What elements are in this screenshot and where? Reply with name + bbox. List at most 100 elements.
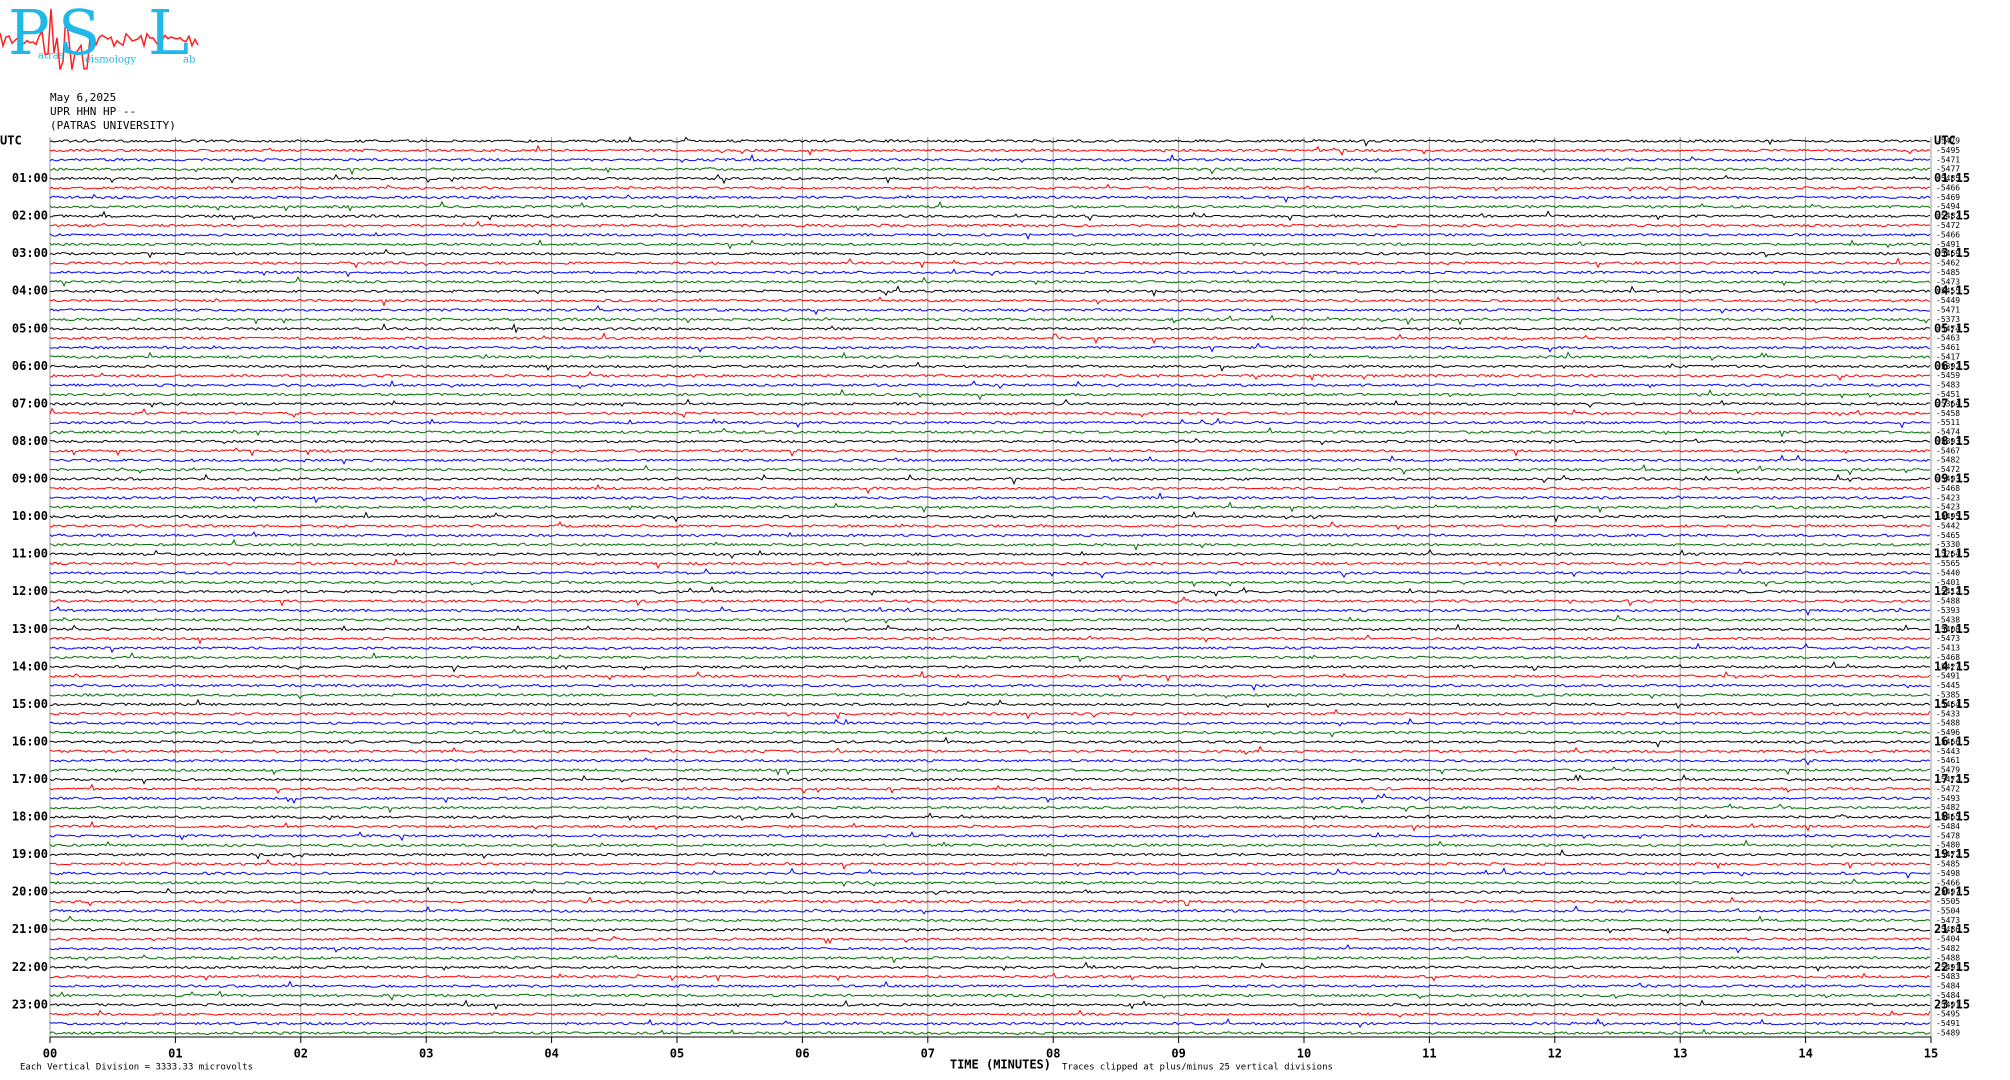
- trace-offset: -5484: [1936, 822, 1960, 831]
- x-tick-label: 07: [921, 1047, 935, 1061]
- trace: [49, 398, 1931, 409]
- trace-offset: -5504: [1936, 906, 1960, 915]
- trace: [49, 812, 1931, 822]
- trace-offset: -5466: [1936, 230, 1960, 239]
- x-tick-label: 10: [1297, 1047, 1311, 1061]
- trace-offset: -5484: [1936, 982, 1960, 991]
- trace: [49, 783, 1931, 795]
- quarter-label: 15:15: [1934, 697, 1970, 711]
- x-tick-label: 11: [1422, 1047, 1436, 1061]
- hour-label: 04:00: [12, 284, 48, 298]
- trace-offset: -5462: [1936, 259, 1960, 268]
- trace-offset: -5472: [1936, 221, 1960, 230]
- quarter-label: 21:15: [1934, 922, 1970, 936]
- x-tick-label: 12: [1548, 1047, 1562, 1061]
- trace-offset: -5482: [1936, 212, 1960, 221]
- trace-offset: -5473: [1936, 277, 1960, 286]
- trace-offset: -5471: [1936, 155, 1960, 164]
- trace: [49, 944, 1931, 954]
- trace-offset: -5393: [1936, 437, 1960, 446]
- hour-label: 12:00: [12, 584, 48, 598]
- quarter-label: 11:15: [1934, 547, 1970, 561]
- trace-offset: -5461: [1936, 343, 1960, 352]
- trace: [49, 454, 1931, 465]
- trace: [49, 361, 1931, 372]
- hour-label: 13:00: [12, 622, 48, 636]
- trace: [49, 285, 1931, 298]
- trace: [49, 447, 1931, 457]
- trace: [49, 961, 1931, 973]
- hour-label: 11:00: [12, 547, 48, 561]
- trace-offset: -5486: [1936, 925, 1960, 934]
- trace: [49, 990, 1931, 1002]
- trace-offset: -5373: [1936, 315, 1960, 324]
- trace: [49, 660, 1931, 673]
- trace: [49, 166, 1931, 176]
- trace-offset: -5479: [1936, 137, 1960, 146]
- trace-offset: -5417: [1936, 352, 1960, 361]
- trace-offset: -5493: [1936, 794, 1960, 803]
- trace-offset: -5474: [1936, 324, 1960, 333]
- hour-label: 09:00: [12, 472, 48, 486]
- trace: [49, 634, 1931, 645]
- trace: [49, 774, 1931, 785]
- x-tick-label: 00: [43, 1047, 57, 1061]
- hour-label: 06:00: [12, 359, 48, 373]
- trace-offset: -5449: [1936, 296, 1960, 305]
- trace: [49, 803, 1931, 814]
- trace: [49, 905, 1931, 915]
- trace-offset: -5461: [1936, 756, 1960, 765]
- trace-offset: -5485: [1936, 268, 1960, 277]
- trace: [49, 521, 1931, 531]
- trace-offset: -5474: [1936, 428, 1960, 437]
- quarter-label: 07:15: [1934, 396, 1970, 410]
- trace: [49, 558, 1931, 570]
- x-tick-label: 06: [795, 1047, 809, 1061]
- trace-offset: -5364: [1936, 399, 1960, 408]
- trace: [49, 193, 1931, 204]
- trace-offset: -5408: [1936, 625, 1960, 634]
- trace-offset: -5466: [1936, 737, 1960, 746]
- trace: [49, 585, 1931, 597]
- x-tick-label: 14: [1798, 1047, 1812, 1061]
- trace-offset: -5468: [1936, 484, 1960, 493]
- x-tick-label: 03: [419, 1047, 433, 1061]
- trace: [49, 606, 1931, 617]
- trace: [49, 492, 1931, 504]
- trace-offset: -5469: [1936, 193, 1960, 202]
- trace-offset: -5330: [1936, 540, 1960, 549]
- trace: [50, 371, 1931, 382]
- trace: [49, 614, 1931, 624]
- trace-offset: -5445: [1936, 681, 1960, 690]
- trace: [49, 200, 1931, 212]
- trace: [49, 698, 1931, 710]
- trace-offset: -5427: [1936, 662, 1960, 671]
- trace-offset: -5505: [1936, 897, 1960, 906]
- trace: [49, 248, 1931, 259]
- footnote-right: Traces clipped at plus/minus 25 vertical…: [1062, 1063, 1333, 1073]
- trace: [49, 144, 1931, 157]
- trace-offset: -5473: [1936, 634, 1960, 643]
- x-tick-label: 08: [1046, 1047, 1060, 1061]
- trace-offset: -5472: [1936, 850, 1960, 859]
- quarter-label: 20:15: [1934, 885, 1970, 899]
- trace: [49, 896, 1931, 907]
- trace-offset: -5477: [1936, 165, 1960, 174]
- logo-letter: P: [8, 0, 50, 69]
- trace-offset: -5440: [1936, 568, 1960, 577]
- trace-offset: -5385: [1936, 690, 1960, 699]
- trace: [49, 820, 1931, 832]
- trace-offset: -5511: [1936, 418, 1960, 427]
- trace: [49, 651, 1931, 663]
- hour-label: 17:00: [12, 772, 48, 786]
- quarter-label: 10:15: [1934, 509, 1970, 523]
- header-line: (PATRAS UNIVERSITY): [50, 119, 176, 132]
- trace: [49, 314, 1931, 326]
- x-tick-label: 09: [1171, 1047, 1185, 1061]
- trace-offset: -5484: [1936, 991, 1960, 1000]
- logo-word: eismology: [85, 55, 136, 66]
- trace: [49, 407, 1931, 419]
- trace-offset: -5483: [1936, 972, 1960, 981]
